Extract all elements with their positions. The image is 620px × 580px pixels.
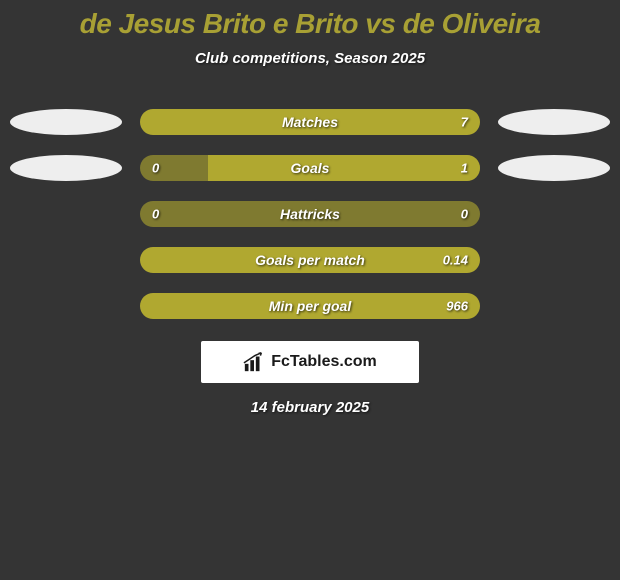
stat-value-right: 0.14 bbox=[443, 253, 468, 268]
stat-label: Goals bbox=[291, 160, 330, 176]
stat-bar: 0 Hattricks 0 bbox=[140, 201, 480, 227]
stat-bar: Matches 7 bbox=[140, 109, 480, 135]
bar-chart-icon bbox=[243, 351, 265, 373]
stat-value-right: 0 bbox=[461, 207, 468, 222]
stat-bar: Min per goal 966 bbox=[140, 293, 480, 319]
stat-label: Hattricks bbox=[280, 206, 340, 222]
comparison-infographic: de Jesus Brito e Brito vs de Oliveira Cl… bbox=[0, 0, 620, 416]
stat-label: Min per goal bbox=[269, 298, 351, 314]
stat-label: Goals per match bbox=[255, 252, 365, 268]
player-avatar-left bbox=[10, 155, 122, 181]
stat-bar: 0 Goals 1 bbox=[140, 155, 480, 181]
date-label: 14 february 2025 bbox=[0, 399, 620, 416]
stat-value-right: 966 bbox=[446, 299, 468, 314]
stat-row: Goals per match 0.14 bbox=[0, 247, 620, 273]
stat-row: Min per goal 966 bbox=[0, 293, 620, 319]
stat-value-right: 7 bbox=[461, 115, 468, 130]
stat-row: Matches 7 bbox=[0, 109, 620, 135]
stat-value-right: 1 bbox=[461, 161, 468, 176]
bar-fill-right bbox=[208, 155, 480, 181]
brand-box: FcTables.com bbox=[201, 341, 419, 383]
stats-area: Matches 7 0 Goals 1 0 Hattricks 0 Goals per matc… bbox=[0, 109, 620, 319]
brand-text: FcTables.com bbox=[271, 353, 377, 371]
subtitle: Club competitions, Season 2025 bbox=[0, 50, 620, 67]
stat-bar: Goals per match 0.14 bbox=[140, 247, 480, 273]
stat-value-left: 0 bbox=[152, 161, 159, 176]
player-avatar-right bbox=[498, 155, 610, 181]
stat-row: 0 Hattricks 0 bbox=[0, 201, 620, 227]
page-title: de Jesus Brito e Brito vs de Oliveira bbox=[0, 8, 620, 40]
stat-row: 0 Goals 1 bbox=[0, 155, 620, 181]
player-avatar-left bbox=[10, 109, 122, 135]
stat-label: Matches bbox=[282, 114, 338, 130]
player-avatar-right bbox=[498, 109, 610, 135]
stat-value-left: 0 bbox=[152, 207, 159, 222]
